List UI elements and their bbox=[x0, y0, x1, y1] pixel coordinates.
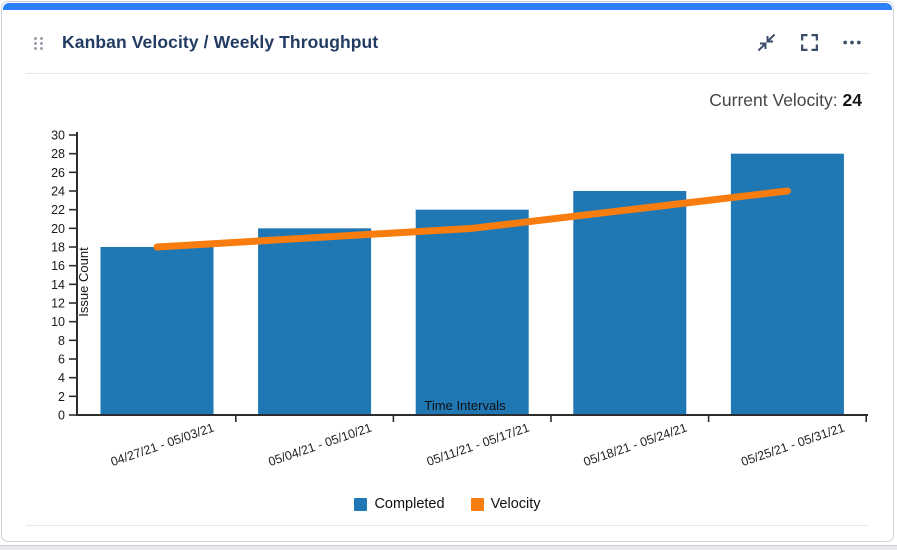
bar-completed-1 bbox=[258, 228, 372, 415]
legend-label-completed: Completed bbox=[374, 496, 445, 512]
collapse-arrows-icon[interactable] bbox=[755, 31, 777, 53]
x-tick-label: 04/27/21 - 05/03/21 bbox=[109, 421, 216, 470]
current-velocity: Current Velocity: 24 bbox=[709, 90, 862, 111]
y-tick-label: 4 bbox=[58, 371, 65, 385]
legend-swatch-velocity bbox=[470, 497, 484, 511]
y-tick-label: 6 bbox=[58, 353, 65, 367]
chart-legend: Completed Velocity bbox=[2, 496, 893, 512]
page-title: Kanban Velocity / Weekly Throughput bbox=[62, 31, 379, 52]
gadget-card: Kanban Velocity / Weekly Throughput bbox=[1, 1, 894, 542]
x-axis-title: Time Intervals bbox=[424, 398, 506, 413]
y-tick-label: 16 bbox=[51, 259, 65, 273]
y-tick-label: 10 bbox=[51, 315, 65, 329]
bar-completed-0 bbox=[100, 247, 214, 415]
legend-swatch-completed bbox=[354, 497, 368, 511]
y-axis-title: Issue Count bbox=[76, 247, 91, 317]
x-tick-label: 05/18/21 - 05/24/21 bbox=[582, 421, 689, 470]
header-divider bbox=[26, 73, 869, 74]
y-tick-label: 24 bbox=[51, 185, 65, 199]
x-tick-label: 05/25/21 - 05/31/21 bbox=[739, 421, 846, 470]
bar-completed-2 bbox=[415, 209, 529, 415]
y-tick-label: 8 bbox=[58, 334, 65, 348]
y-tick-label: 0 bbox=[58, 409, 65, 423]
velocity-line bbox=[153, 187, 791, 251]
page-bottom-strip bbox=[0, 545, 897, 550]
footer-divider bbox=[26, 525, 869, 526]
y-tick-label: 28 bbox=[51, 147, 65, 161]
y-tick-label: 14 bbox=[51, 278, 65, 292]
x-tick-label: 05/11/21 - 05/17/21 bbox=[425, 421, 531, 469]
y-tick-label: 20 bbox=[51, 222, 65, 236]
ellipsis-menu-icon[interactable] bbox=[841, 31, 863, 53]
drag-handle-icon[interactable] bbox=[34, 36, 43, 50]
y-tick-label: 30 bbox=[51, 129, 65, 143]
header-actions bbox=[755, 31, 863, 53]
bar-completed-3 bbox=[573, 191, 687, 415]
y-tick-label: 18 bbox=[51, 241, 65, 255]
y-tick-label: 26 bbox=[51, 166, 65, 180]
accent-bar bbox=[3, 3, 892, 10]
legend-item-completed[interactable]: Completed bbox=[354, 496, 445, 512]
x-tick-label: 05/04/21 - 05/10/21 bbox=[266, 421, 373, 470]
y-tick-label: 12 bbox=[51, 297, 65, 311]
current-velocity-value: 24 bbox=[842, 90, 862, 110]
legend-item-velocity[interactable]: Velocity bbox=[470, 496, 541, 512]
y-tick-label: 22 bbox=[51, 203, 65, 217]
gadget-header: Kanban Velocity / Weekly Throughput bbox=[2, 11, 893, 73]
legend-label-velocity: Velocity bbox=[490, 496, 541, 512]
fullscreen-icon[interactable] bbox=[798, 31, 820, 53]
y-tick-label: 2 bbox=[58, 390, 65, 404]
current-velocity-label: Current Velocity: bbox=[709, 90, 838, 110]
